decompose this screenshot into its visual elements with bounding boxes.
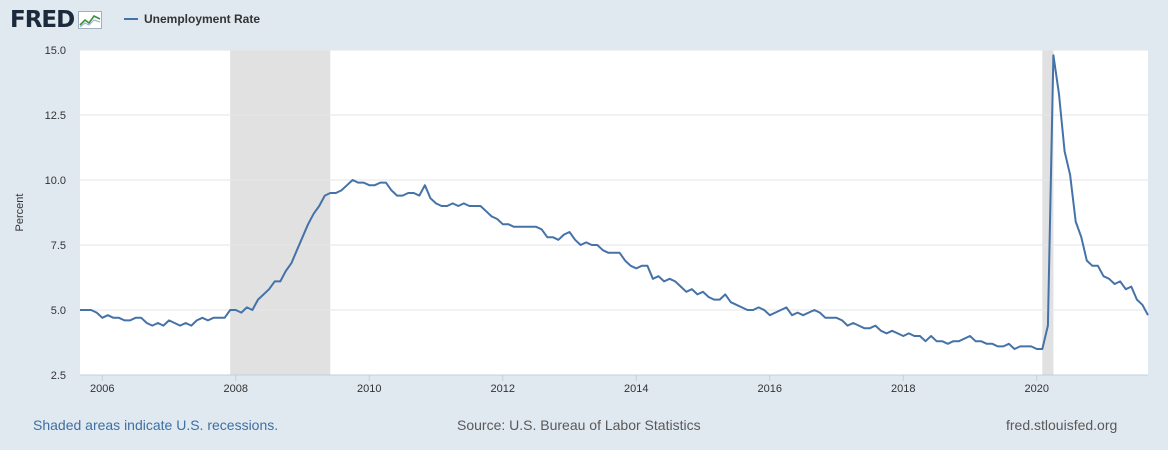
x-tick-label: 2006 bbox=[90, 383, 114, 395]
x-tick-label: 2010 bbox=[357, 383, 381, 395]
y-axis-title: Percent bbox=[14, 194, 26, 232]
chart-legend[interactable]: Unemployment Rate bbox=[124, 12, 260, 26]
fred-logo-text: FRED bbox=[10, 7, 75, 33]
y-tick-label: 7.5 bbox=[51, 240, 66, 252]
legend-label: Unemployment Rate bbox=[144, 12, 261, 26]
legend-swatch bbox=[124, 18, 138, 20]
x-tick-label: 2018 bbox=[891, 383, 915, 395]
recession-note: Shaded areas indicate U.S. recessions. bbox=[33, 417, 279, 433]
y-tick-label: 10.0 bbox=[45, 175, 66, 187]
unemployment-chart: 2.5 5.0 7.5 10.0 12.5 15.0 2006 2008 2010 2012 201… bbox=[14, 45, 1149, 395]
x-tick-label: 2020 bbox=[1025, 383, 1049, 395]
recession-band bbox=[1042, 50, 1054, 375]
y-tick-label: 12.5 bbox=[45, 110, 66, 122]
site-link[interactable]: fred.stlouisfed.org bbox=[1006, 417, 1118, 433]
x-tick-label: 2014 bbox=[624, 383, 648, 395]
source-note: Source: U.S. Bureau of Labor Statistics bbox=[457, 417, 701, 433]
y-tick-label: 5.0 bbox=[51, 305, 66, 317]
y-tick-label: 15.0 bbox=[45, 45, 66, 57]
x-tick-label: 2008 bbox=[224, 383, 248, 395]
y-tick-label: 2.5 bbox=[51, 370, 66, 382]
series-line bbox=[80, 54, 1149, 350]
chart-logo-icon bbox=[78, 11, 103, 29]
fred-logo[interactable]: FRED bbox=[10, 7, 103, 33]
x-tick-label: 2012 bbox=[491, 383, 515, 395]
header: FRED bbox=[10, 6, 103, 34]
x-tick-label: 2016 bbox=[758, 383, 782, 395]
